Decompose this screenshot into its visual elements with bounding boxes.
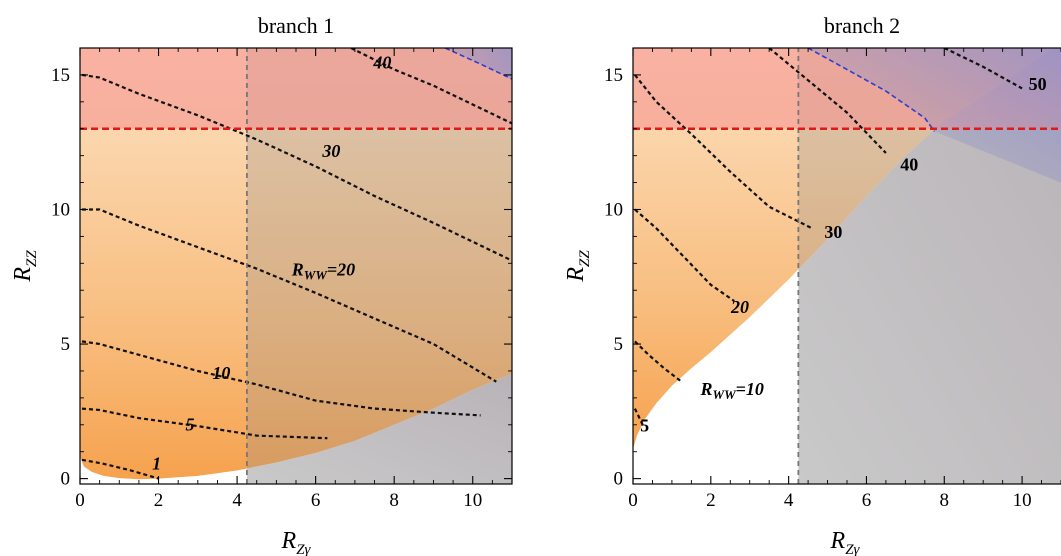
y-tick-label: 0: [614, 469, 624, 490]
chart-title: branch 1: [258, 13, 334, 38]
x-axis-label: RZγ: [830, 528, 861, 556]
x-axis-label-main: R: [830, 528, 846, 554]
contour-label: 1: [152, 453, 161, 473]
x-tick-label: 2: [706, 490, 716, 511]
y-tick-label: 15: [604, 65, 623, 86]
allowed-region: [80, 48, 512, 480]
excluded-region-gray: [246, 373, 512, 484]
y-axis-label: RZZ: [563, 250, 593, 283]
contour-label: 5: [640, 416, 649, 436]
contour-label-subscript: WW: [713, 387, 738, 402]
y-axis-label-main: R: [10, 267, 36, 283]
x-tick-label: 6: [311, 490, 321, 511]
x-tick-label: 4: [784, 490, 794, 511]
allowed-region: [633, 48, 1061, 449]
contour-labels: 5 RWW=10 20 30 40 50: [640, 74, 1046, 436]
contour-line-5: [350, 48, 512, 125]
contour-line-3: [634, 74, 813, 230]
y-tick-label: 10: [51, 199, 70, 220]
x-axis-label: RZγ: [281, 528, 312, 556]
axis-ticks: 0 2 4 6 8 10 0 5 10 15: [604, 47, 1061, 511]
contour-line-1: [81, 407, 328, 440]
y-tick-label: 5: [61, 334, 71, 355]
x-axis-label-subscript: Zγ: [845, 542, 860, 556]
contour-label: 10: [212, 363, 230, 383]
y-tick-label: 5: [614, 334, 624, 355]
contour-line-0: [81, 458, 159, 480]
x-axis-label-subscript: Zγ: [296, 542, 311, 556]
excluded-band-red: [80, 48, 512, 129]
excluded-region-overlay: [246, 48, 512, 469]
x-tick-label: 0: [628, 490, 638, 511]
contour-line-blue: [807, 48, 936, 132]
x-tick-label: 4: [232, 490, 242, 511]
contour-label: 30: [321, 141, 340, 161]
y-axis-label: RZZ: [10, 250, 40, 283]
contour-line-0: [633, 408, 644, 426]
contour-label-main: R: [291, 260, 304, 280]
y-tick-label: 0: [61, 469, 71, 490]
plot-area: [80, 48, 512, 484]
contour-label: RWW=10: [700, 379, 764, 402]
plot-frame: [632, 47, 1061, 485]
x-tick-label: 6: [862, 490, 872, 511]
x-tick-label: 8: [940, 490, 950, 511]
excluded-region-blue: [808, 48, 1061, 183]
contour-label: 30: [824, 222, 842, 242]
contour-lines: [633, 48, 1023, 426]
contour-line-4: [768, 48, 887, 154]
contour-label: 50: [1029, 74, 1047, 94]
y-axis-label-subscript: ZZ: [24, 250, 40, 267]
x-tick-label: 0: [75, 490, 85, 511]
contour-label: RWW=20: [291, 260, 355, 283]
contour-line-2: [81, 340, 481, 417]
excluded-region-blue: [445, 48, 512, 183]
contour-line-3: [82, 208, 497, 383]
contour-label: 40: [372, 52, 391, 72]
contour-label: 20: [730, 297, 749, 317]
contour-line-blue: [444, 48, 512, 80]
y-axis-label-subscript: ZZ: [577, 250, 593, 267]
excluded-region-gray: [798, 48, 1061, 484]
x-tick-label: 10: [463, 490, 482, 511]
y-tick-label: 10: [604, 199, 623, 220]
contour-label-subscript: WW: [304, 267, 329, 282]
x-tick-label: 2: [154, 490, 164, 511]
contour-labels: 1 5 10 RWW=20 30 40: [152, 52, 391, 473]
contour-lines: [81, 48, 512, 480]
x-tick-label: 8: [389, 490, 399, 511]
y-tick-label: 15: [51, 65, 70, 86]
contour-label: 40: [900, 155, 918, 175]
plot-area: [633, 48, 1061, 484]
contour-line-4: [81, 73, 512, 262]
y-axis-label-main: R: [563, 267, 589, 283]
x-axis-label-main: R: [281, 528, 297, 554]
x-tick-label: 10: [1013, 490, 1032, 511]
contour-line-1: [634, 340, 683, 383]
contour-label: 5: [185, 414, 194, 434]
chart-title: branch 2: [824, 13, 900, 38]
contour-line-5: [943, 48, 1023, 90]
contour-label-main: R: [700, 379, 713, 399]
contour-label-value: =10: [736, 379, 764, 399]
contour-label-value: =20: [327, 260, 355, 280]
